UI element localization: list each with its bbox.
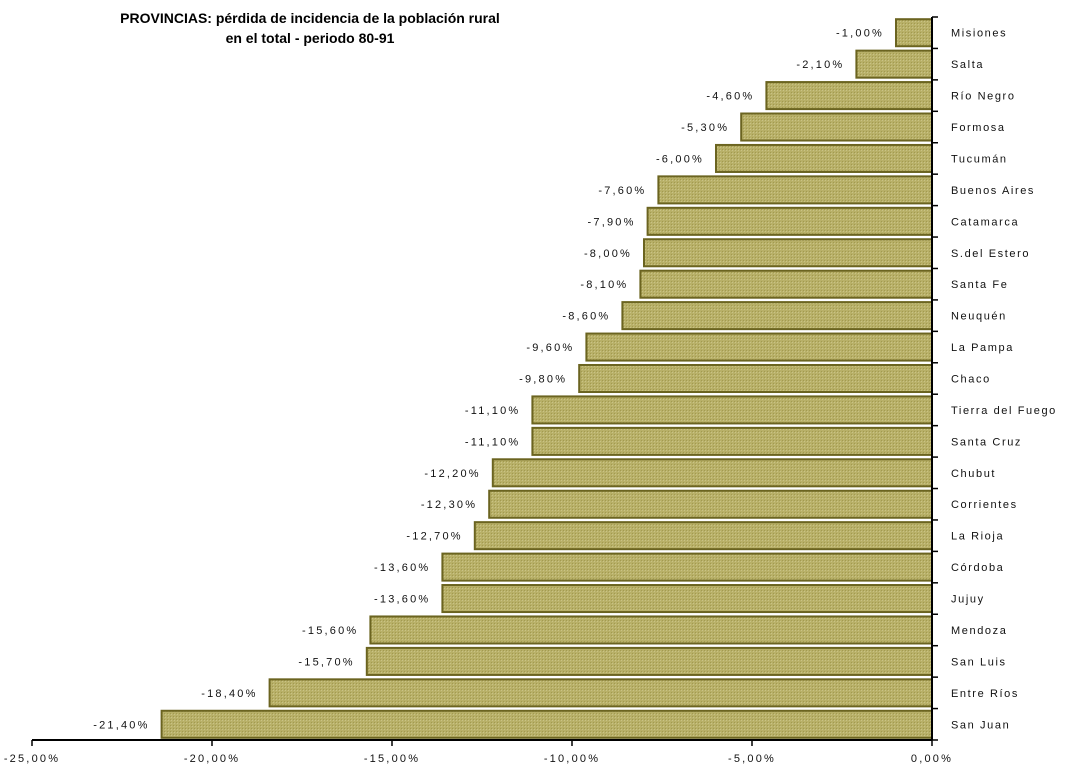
- bar-value-label: -9,80%: [519, 374, 567, 386]
- bar: [657, 175, 934, 205]
- bar-value-label: -1,00%: [836, 28, 884, 40]
- category-label: Mendoza: [951, 625, 1007, 637]
- bar: [531, 426, 934, 456]
- bar-value-label: -2,10%: [796, 59, 844, 71]
- bar: [646, 206, 933, 236]
- category-label: Tierra del Fuego: [951, 405, 1057, 417]
- category-label: Jujuy: [951, 594, 985, 606]
- category-label: S.del Estero: [951, 248, 1030, 260]
- bar: [855, 49, 934, 79]
- category-label: Catamarca: [951, 216, 1019, 228]
- bar-value-label: -9,60%: [526, 342, 574, 354]
- category-label: Córdoba: [951, 562, 1004, 574]
- x-tick-label: -10,00%: [544, 753, 600, 765]
- category-label: Santa Fe: [951, 279, 1008, 291]
- category-label: Santa Cruz: [951, 436, 1022, 448]
- bar: [488, 489, 933, 519]
- bars-group: [160, 18, 934, 739]
- category-label: Buenos Aires: [951, 185, 1035, 197]
- x-tick-label: -20,00%: [184, 753, 240, 765]
- bar-value-label: -8,10%: [580, 279, 628, 291]
- bar: [740, 112, 934, 142]
- bar-value-label: -4,60%: [706, 91, 754, 103]
- bar-value-label: -15,70%: [298, 656, 354, 668]
- category-label: Neuquén: [951, 311, 1007, 323]
- bar: [621, 301, 934, 331]
- category-label: San Luis: [951, 656, 1007, 668]
- category-labels-group: Misiones Salta Río Negro Formosa Tucumán Buen…: [951, 28, 1057, 732]
- bar-value-label: -12,20%: [424, 468, 480, 480]
- bar: [473, 521, 933, 551]
- bar: [491, 458, 933, 488]
- x-tick-label: -5,00%: [728, 753, 776, 765]
- category-label: La Pampa: [951, 342, 1014, 354]
- category-label: Misiones: [951, 28, 1007, 40]
- category-label: Entre Ríos: [951, 688, 1019, 700]
- bar: [365, 646, 933, 676]
- bar: [268, 678, 934, 708]
- bar: [160, 709, 934, 739]
- chart-title: PROVINCIAS: pérdida de incidencia de la …: [0, 8, 620, 48]
- bar-value-label: -12,70%: [406, 531, 462, 543]
- category-label: Tucumán: [951, 153, 1008, 165]
- axes-group: -25,00% -20,00% -15,00% -10,00% -5,00% 0,00%: [4, 16, 953, 765]
- bar-value-label: -8,00%: [584, 248, 632, 260]
- bar-value-label: -8,60%: [562, 311, 610, 323]
- bar-value-label: -6,00%: [656, 153, 704, 165]
- bar: [441, 552, 933, 582]
- bar-value-label: -7,60%: [598, 185, 646, 197]
- category-label: La Rioja: [951, 531, 1004, 543]
- bar: [895, 18, 933, 48]
- bar-value-label: -5,30%: [681, 122, 729, 134]
- bar-value-label: -7,90%: [588, 216, 636, 228]
- bar-value-label: -21,40%: [93, 719, 149, 731]
- x-tick-label: -25,00%: [4, 753, 60, 765]
- chart-subtitle: en el total - periodo 80-91: [225, 30, 395, 46]
- bar: [639, 269, 934, 299]
- category-label: San Juan: [951, 719, 1010, 731]
- category-label: Salta: [951, 59, 984, 71]
- chart-title-line: PROVINCIAS: pérdida de incidencia de la …: [120, 10, 500, 26]
- bar: [585, 332, 934, 362]
- data-labels-group: -1,00% -2,10% -4,60% -5,30% -6,00% -7,60% -7,9…: [93, 28, 884, 732]
- category-label: Chaco: [951, 374, 991, 386]
- category-label: Chubut: [951, 468, 996, 480]
- category-label: Corrientes: [951, 499, 1018, 511]
- bar-value-label: -11,10%: [465, 405, 521, 417]
- category-label: Río Negro: [951, 91, 1016, 103]
- x-tick-label: -15,00%: [364, 753, 420, 765]
- bar: [578, 363, 933, 394]
- bar: [643, 238, 933, 268]
- bar-value-label: -13,60%: [374, 594, 430, 606]
- x-tick-label: 0,00%: [911, 753, 953, 765]
- bar: [441, 584, 933, 614]
- bar-value-label: -13,60%: [374, 562, 430, 574]
- bar-value-label: -11,10%: [465, 436, 521, 448]
- category-label: Formosa: [951, 122, 1006, 134]
- bar: [369, 615, 933, 645]
- bar-value-label: -18,40%: [201, 688, 257, 700]
- bar-value-label: -12,30%: [421, 499, 477, 511]
- bar: [765, 81, 934, 111]
- bar-value-label: -15,60%: [302, 625, 358, 637]
- bar: [531, 395, 934, 425]
- bar: [715, 143, 933, 173]
